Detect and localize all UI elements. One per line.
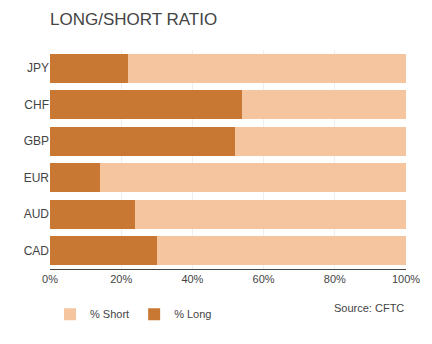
svg-text:0%: 0%: [42, 273, 58, 285]
svg-text:LONG/SHORT RATIO: LONG/SHORT RATIO: [50, 10, 217, 29]
svg-text:80%: 80%: [324, 273, 346, 285]
svg-text:Source: CFTC: Source: CFTC: [334, 302, 404, 314]
svg-text:% Short: % Short: [90, 308, 129, 320]
svg-text:EUR: EUR: [24, 171, 50, 185]
svg-text:100%: 100%: [392, 273, 420, 285]
svg-text:GBP: GBP: [24, 134, 49, 148]
svg-text:JPY: JPY: [27, 61, 49, 75]
svg-text:40%: 40%: [181, 273, 203, 285]
svg-text:% Long: % Long: [174, 308, 211, 320]
svg-text:20%: 20%: [110, 273, 132, 285]
svg-text:AUD: AUD: [24, 207, 50, 221]
svg-text:60%: 60%: [253, 273, 275, 285]
svg-text:CHF: CHF: [24, 98, 49, 112]
svg-text:CAD: CAD: [24, 244, 50, 258]
